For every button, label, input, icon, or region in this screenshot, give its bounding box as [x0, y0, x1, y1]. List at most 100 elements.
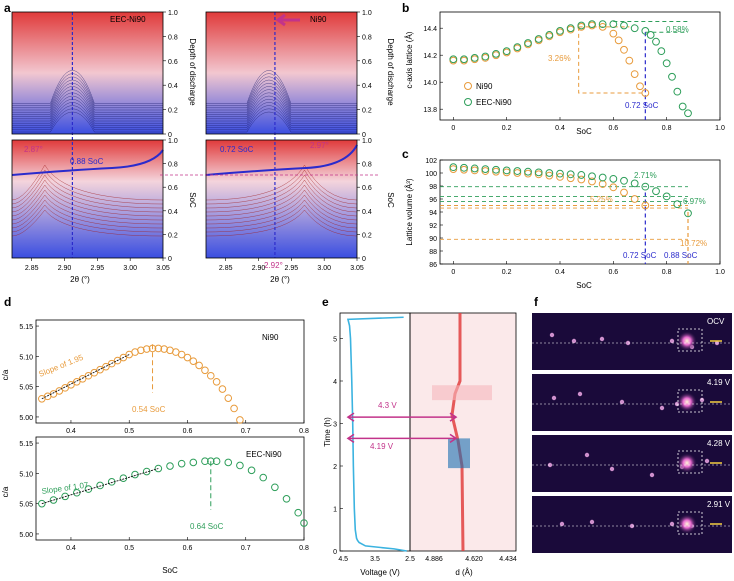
ytick-label: 92: [429, 223, 437, 230]
data-point-ni90: [449, 165, 458, 174]
xtick-label: 0.8: [662, 269, 672, 276]
contour-line: [11, 209, 164, 237]
frame-label: 4.28 V: [707, 439, 731, 448]
bright-spot: [551, 395, 557, 401]
data-point-eec: [641, 27, 650, 35]
data-point-ni90: [96, 365, 104, 374]
legend-label-ni90-b: Ni90: [476, 82, 493, 91]
panel-label-e: e: [322, 295, 329, 309]
contour-line: [206, 89, 357, 117]
data-point-eec: [470, 54, 479, 62]
data-point-ni90: [577, 175, 586, 184]
tem-frame: [532, 435, 732, 492]
xtick-label: 0: [451, 125, 455, 132]
ytick-label: 102: [425, 158, 437, 165]
data-point-eec: [609, 174, 618, 183]
tem-frame: [532, 313, 732, 370]
ytick-label: 0.2: [362, 232, 372, 239]
ytick-label: 14.2: [423, 53, 437, 60]
bright-spot: [549, 332, 555, 338]
bright-spot: [669, 521, 675, 527]
ytick-label: 5.05: [19, 502, 33, 509]
data-point-eec: [201, 457, 209, 466]
subplot-title-d-eec: EEC-Ni90: [246, 450, 282, 459]
data-point-eec: [556, 169, 564, 178]
xtick-label: 0.4: [66, 428, 76, 435]
data-point-eec: [620, 21, 628, 30]
data-point-eec: [49, 496, 58, 504]
xtick-label: 0.8: [299, 545, 309, 552]
data-point-ni90: [230, 404, 238, 413]
data-point-ni90: [492, 167, 500, 176]
data-point-eec: [678, 102, 687, 111]
shift-label-eec: 2.87°: [24, 145, 43, 154]
data-point-eec: [556, 27, 564, 35]
data-point-eec: [620, 176, 628, 185]
xtick-label: 3.05: [156, 265, 170, 272]
phase-band-blue: [448, 438, 470, 469]
data-point-ni90: [620, 188, 628, 197]
ytick-label: 14.4: [423, 26, 437, 33]
xlabel-c: SoC: [576, 281, 592, 290]
ylabel-a-top: Depth of discharge: [188, 38, 197, 106]
arrow-head: [346, 412, 355, 422]
data-point-eec: [449, 55, 458, 64]
ytick-label: 0.4: [362, 83, 372, 90]
ytick-label: 0.2: [168, 232, 178, 239]
data-point-ni90: [195, 361, 203, 370]
data-point-ni90: [513, 169, 522, 177]
data-point-ni90: [183, 353, 192, 362]
panel-e: e 0 1 2 3 4 5 4.5 3.5 2.5 4.886 4.620 4.434 Voltage…: [322, 295, 517, 577]
data-point-eec: [502, 47, 511, 56]
data-point-eec: [84, 485, 93, 493]
data-point-ni90: [102, 362, 110, 371]
data-point-eec: [609, 20, 618, 29]
data-point-ni90: [201, 366, 209, 375]
xlabel-b: SoC: [576, 127, 592, 136]
data-point-ni90: [588, 177, 596, 186]
vtick-label: 4.5: [338, 556, 348, 563]
data-point-ni90: [614, 36, 623, 45]
annot-c-soc2: 0.88 SoC: [664, 251, 698, 260]
data-point-eec: [300, 519, 308, 527]
data-point-ni90: [177, 350, 186, 359]
arrow-head: [346, 433, 355, 444]
ytick-label: 0.6: [168, 59, 178, 66]
frame-label: 2.91 V: [707, 500, 731, 509]
ytick-label: 0.8: [362, 34, 372, 41]
xlabel-a-right: 2θ (°): [270, 275, 290, 284]
xlabel-e-voltage: Voltage (V): [360, 568, 400, 577]
contour-line: [205, 174, 358, 209]
xtick-label: 0.6: [608, 269, 618, 276]
contour-line: [206, 86, 357, 115]
data-point-ni90: [90, 368, 99, 377]
contour-ni90-top: [206, 12, 357, 134]
ylabel-c: Lattice volume (Å³): [405, 178, 414, 245]
data-point-eec: [513, 43, 522, 51]
ytick-label: 5.05: [19, 385, 33, 392]
ytick-label: 0.4: [362, 209, 372, 216]
dtick-label: 4.434: [499, 556, 517, 563]
data-point-eec: [271, 483, 279, 492]
contour-line: [205, 194, 358, 225]
ytick-label: 0.8: [168, 34, 178, 41]
peak-label-ni90: 0.54 SoC: [132, 405, 166, 414]
ytick-label: 0: [362, 132, 366, 139]
bright-spot: [649, 472, 655, 478]
shift-label-ni90-top: 2.97°: [310, 141, 329, 150]
data-point-eec: [72, 488, 81, 497]
dtick-label: 4.886: [425, 556, 443, 563]
ytick-label: 98: [429, 184, 437, 191]
panel-c: c 0 0.2 0.4 0.6 0.8 1.0 86 88 90 92 94 96 98 100 102 S…: [402, 147, 725, 290]
slope-label-ni90: Slope of 1.95: [37, 353, 85, 379]
xtick-label: 0.4: [66, 545, 76, 552]
data-point-ni90: [236, 416, 244, 424]
contour-line: [11, 204, 164, 233]
data-point-ni90: [113, 356, 122, 365]
legend-marker-eec-b: [464, 98, 472, 106]
ylabel-d-bottom: c/a: [1, 486, 10, 497]
annot-b-eec: 0.58%: [666, 25, 689, 34]
data-point-eec: [502, 166, 511, 175]
ytick-label: 5.15: [19, 324, 33, 331]
data-point-eec: [598, 173, 607, 182]
